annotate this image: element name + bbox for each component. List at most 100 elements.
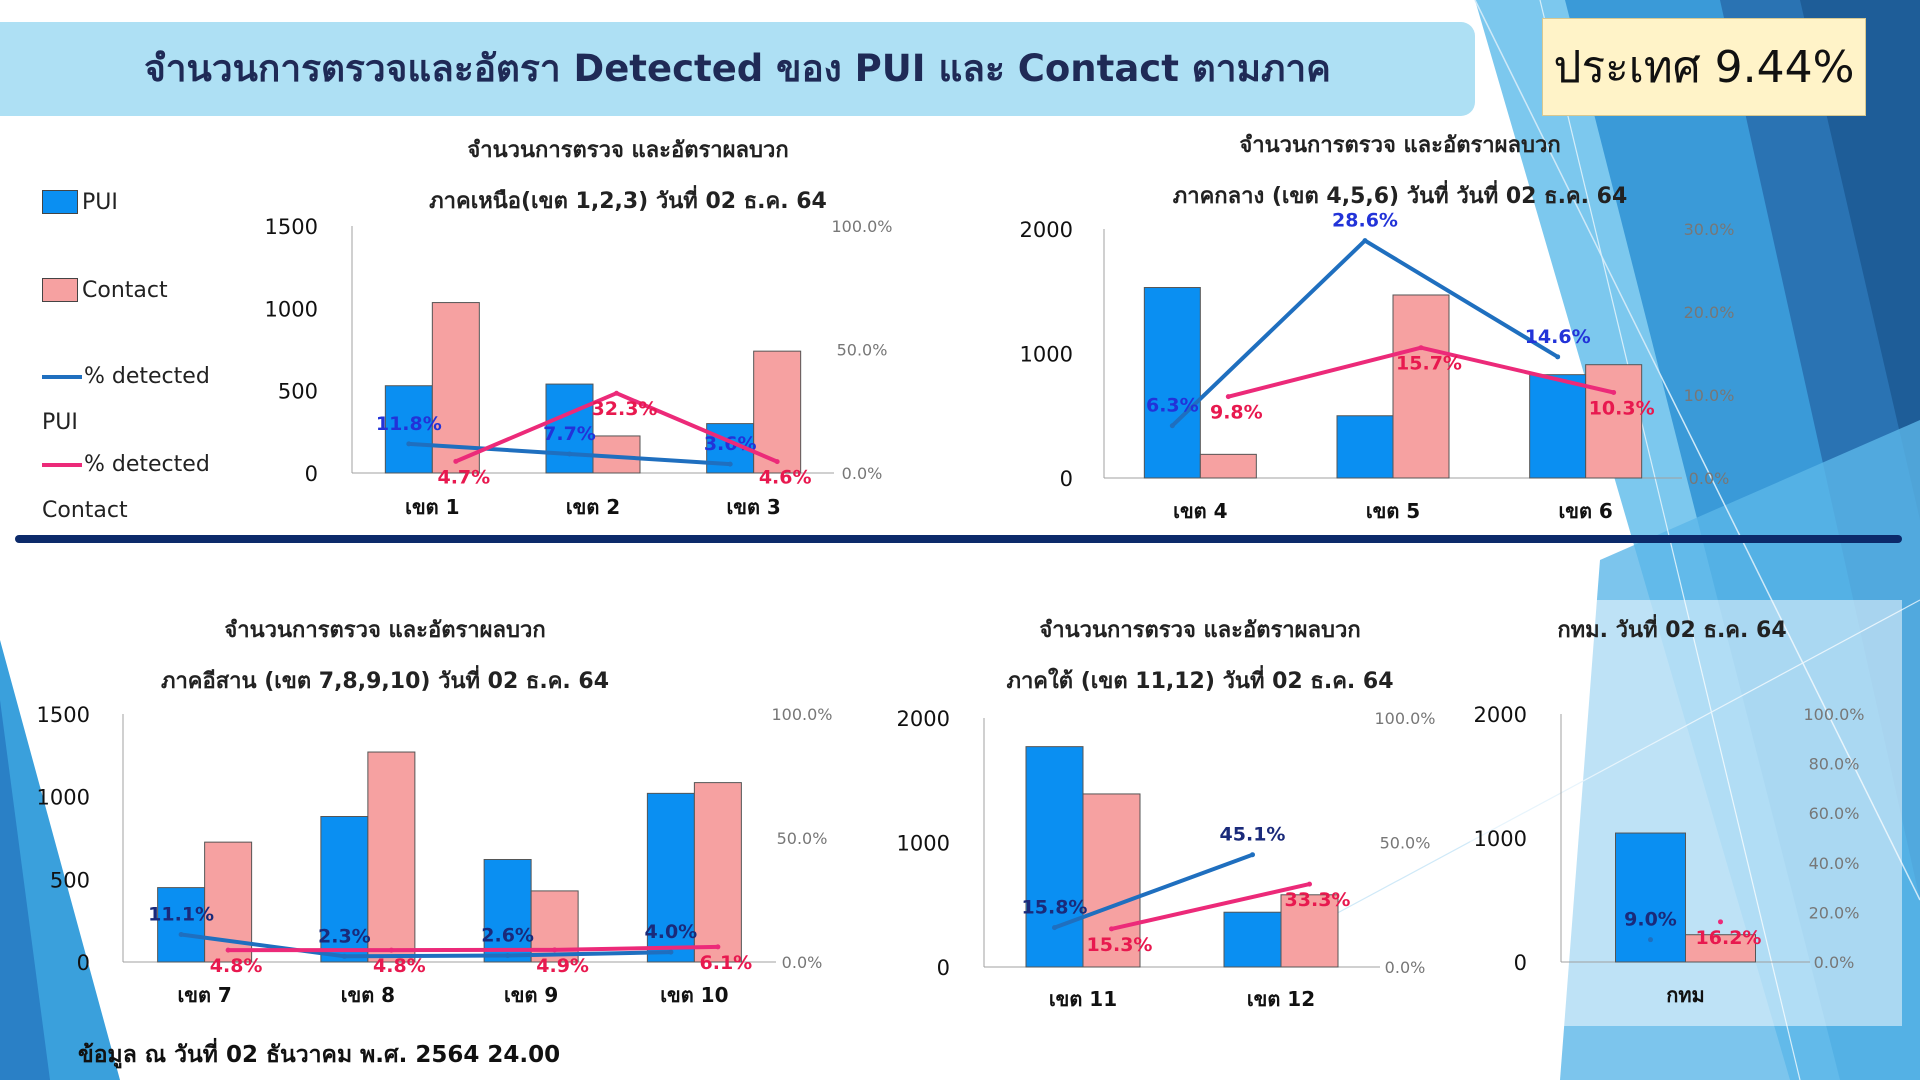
chart2-y2tick-label: 0.0% (1689, 469, 1730, 488)
chart2-pui-pct-point (1555, 354, 1561, 360)
chart2-y2tick-label: 30.0% (1684, 220, 1735, 239)
chart2-pui-pct-label: 14.6% (1525, 326, 1591, 348)
chart5-ytick-label: 1000 (1474, 827, 1527, 851)
legend-pct-pui-line (42, 375, 82, 379)
chart3-contact-pct-label: 4.8% (210, 955, 263, 977)
chart2-y2tick-label: 10.0% (1684, 386, 1735, 405)
section-divider (15, 535, 1902, 543)
legend-pct-pui-label-1: % detected (84, 364, 210, 389)
legend-contact-label: Contact (82, 278, 168, 303)
chart4-pui-bar (1223, 911, 1282, 968)
chart4-pui-pct-line (1053, 852, 1254, 930)
chart1-contact-pct-point (453, 458, 459, 464)
chart4-pui-pct-label: 45.1% (1220, 824, 1286, 846)
chart2-y2tick-label: 20.0% (1684, 303, 1735, 322)
chart2-category-label: เขต 5 (1366, 499, 1420, 523)
chart1-pui-pct-point (727, 461, 733, 467)
chart1-pui-bar (545, 383, 594, 474)
chart5-y2tick-label: 60.0% (1809, 804, 1860, 823)
chart3-contact-pct-point (225, 947, 231, 953)
chart4-title: จำนวนการตรวจ และอัตราผลบวก (1039, 618, 1360, 643)
chart3-contact-pct-point (388, 947, 394, 953)
chart1-contact-bar (753, 350, 802, 474)
chart3-category-label: เขต 10 (660, 983, 728, 1007)
chart4-ytick-label: 2000 (897, 707, 950, 731)
chart1-contact-pct-label: 4.6% (759, 467, 812, 489)
chart5-contact-pct-label: 16.2% (1696, 927, 1762, 949)
chart2-contact-bar (1199, 453, 1257, 479)
chart1-pui-bar (384, 385, 433, 474)
chart3-contact-bar (367, 751, 416, 963)
legend-contact: Contact (42, 276, 168, 306)
chart4-pui-bar (1025, 746, 1084, 968)
chart1-pui-pct-point (567, 451, 572, 457)
chart5-category-label: กทม (1666, 983, 1704, 1007)
chart3-y2tick-label: 50.0% (777, 829, 828, 848)
chart4-contact-pct-point (1109, 926, 1114, 932)
chart5-y2tick-label: 20.0% (1809, 903, 1860, 922)
chart5-pui-bar (1615, 832, 1686, 963)
chart5-ytick-label: 2000 (1474, 703, 1527, 727)
page-title: จำนวนการตรวจและอัตรา Detected ของ PUI แล… (144, 47, 1331, 90)
legend-pct-pui: % detected PUI (42, 362, 210, 438)
chart4-subtitle: ภาคใต้ (เขต 11,12) วันที่ 02 ธ.ค. 64 (1006, 664, 1393, 694)
chart4-pui-pct-point (1250, 852, 1255, 858)
chart1-y2tick-label: 0.0% (842, 464, 883, 483)
chart3-pui-pct-point (341, 953, 347, 959)
chart1-category-label: เขต 1 (405, 495, 459, 519)
chart2-ytick-label: 2000 (1020, 218, 1073, 242)
chart4-contact-pct-label: 33.3% (1285, 889, 1351, 911)
chart2-contact-pct-point (1225, 394, 1231, 400)
chart3-y2tick-label: 100.0% (771, 705, 832, 724)
chart4-contact-bar (1280, 894, 1339, 968)
chart1-contact-pct-point (774, 459, 780, 465)
chart2-contact-bar (1585, 364, 1643, 479)
chart5-ytick-label: 0 (1514, 951, 1527, 975)
chart5-y2tick-label: 0.0% (1814, 953, 1855, 972)
chart3-pui-pct-label: 11.1% (148, 903, 214, 925)
chart3-contact-pct-point (715, 944, 721, 950)
legend-pui-swatch (42, 190, 78, 214)
chart4-y2tick-label: 50.0% (1380, 834, 1431, 853)
chart3-pui-pct-point (505, 953, 511, 959)
legend-pui-label: PUI (82, 190, 118, 215)
chart3-contact-pct-line (228, 944, 718, 953)
chart5-pui-pct-label: 9.0% (1624, 909, 1677, 931)
chart3-pui-pct-label: 2.3% (318, 925, 371, 947)
chart4-contact-pct-label: 15.3% (1087, 934, 1153, 956)
chart2-category-label: เขต 6 (1558, 499, 1612, 523)
legend-pct-pui-label-2: PUI (42, 410, 78, 435)
chart1-subtitle: ภาคเหนือ(เขต 1,2,3) วันที่ 02 ธ.ค. 64 (429, 184, 827, 214)
chart1-pui-pct-label: 3.6% (704, 433, 757, 455)
chart1-title: จำนวนการตรวจ และอัตราผลบวก (467, 138, 788, 163)
chart2-contact-pct-point (1418, 345, 1424, 351)
chart5-title: กทม. วันที่ 02 ธ.ค. 64 (1557, 613, 1786, 643)
chart4-ytick-label: 0 (937, 956, 950, 980)
chart1-ytick-label: 1000 (265, 297, 318, 321)
data-timestamp-footer: ข้อมูล ณ วันที่ 02 ธันวาคม พ.ศ. 2564 24.… (78, 1042, 561, 1068)
chart1-contact-pct-label: 4.7% (437, 466, 490, 488)
legend-pct-contact-line (42, 463, 82, 467)
chart3-contact-bar (693, 782, 742, 963)
chart3-contact-pct-label: 6.1% (700, 952, 753, 974)
chart2-contact-pct-point (1611, 390, 1617, 396)
chart3-pui-bar (157, 887, 206, 963)
chart4-category-label: เขต 12 (1247, 987, 1315, 1011)
chart5-y2tick-label: 40.0% (1809, 854, 1860, 873)
chart3-category-label: เขต 8 (341, 983, 395, 1007)
chart1-ytick-label: 0 (305, 462, 318, 486)
chart4-pui-pct-label: 15.8% (1022, 897, 1088, 919)
chart1-pui-pct-label: 7.7% (543, 423, 596, 445)
chart2-category-label: เขต 4 (1173, 499, 1227, 523)
chart4-contact-pct-point (1307, 881, 1312, 887)
chart3-pui-pct-point (178, 931, 184, 937)
chart3-contact-pct-point (552, 947, 558, 953)
chart1-category-label: เขต 3 (726, 495, 780, 519)
chart1-pui-pct-point (406, 441, 412, 447)
chart1-category-label: เขต 2 (566, 495, 620, 519)
chart2-ytick-label: 1000 (1020, 343, 1073, 367)
chart2-ytick-label: 0 (1060, 467, 1073, 491)
chart3-contact-pct-label: 4.9% (536, 955, 589, 977)
title-band (0, 22, 1475, 116)
